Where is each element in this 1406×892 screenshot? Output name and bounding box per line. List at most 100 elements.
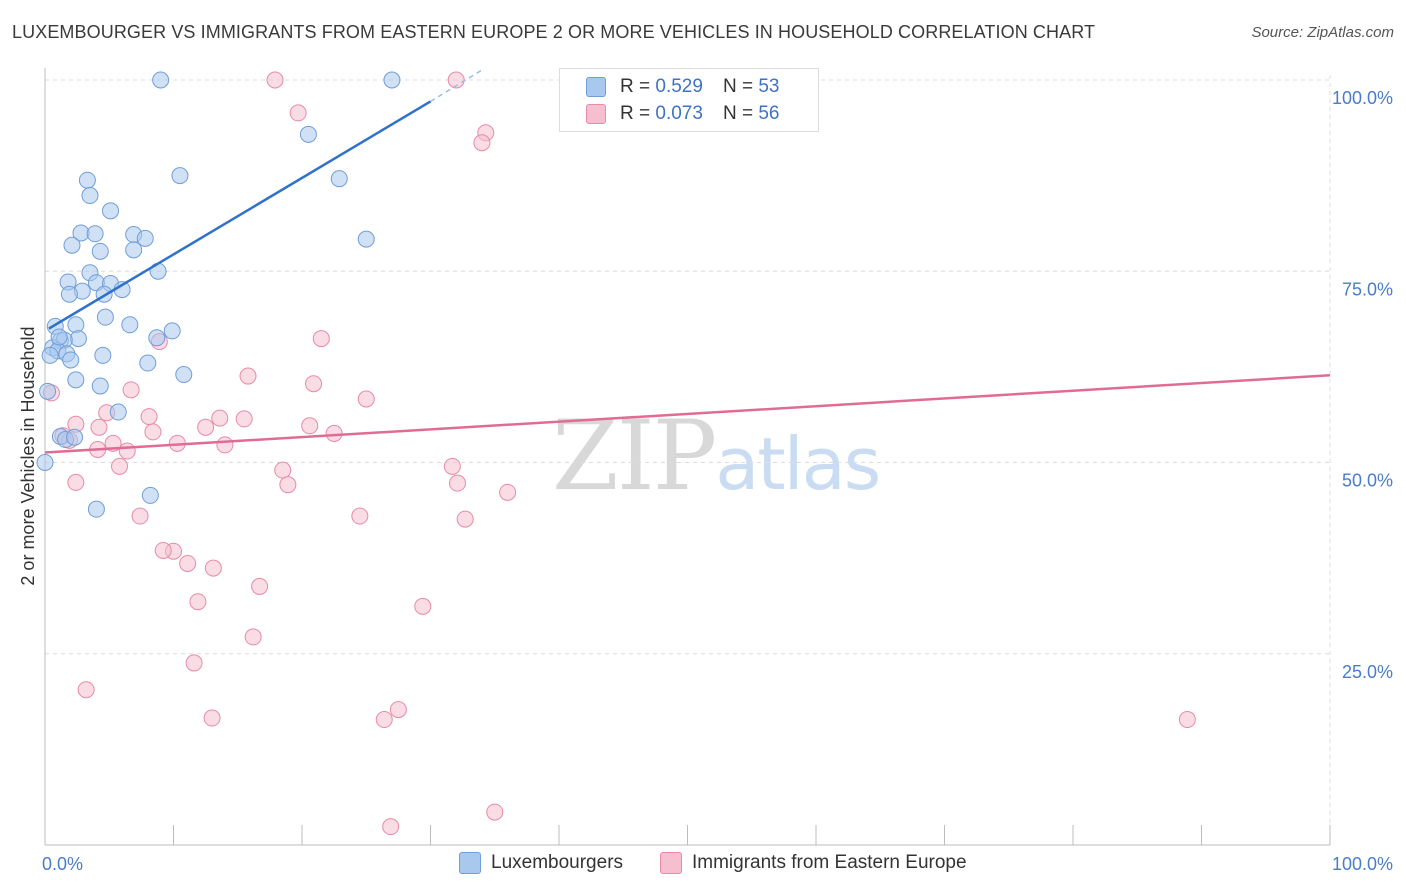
data-point-immigrants	[486, 803, 504, 821]
data-point-immigrants	[140, 408, 158, 426]
data-point-immigrants	[131, 507, 149, 525]
data-point-luxembourgers	[357, 230, 375, 248]
x-tick-label: 0.0%	[42, 854, 83, 874]
data-point-luxembourgers	[152, 71, 170, 89]
legend-swatch-luxembourgers	[459, 852, 481, 874]
data-point-luxembourgers	[330, 170, 348, 188]
data-point-luxembourgers	[125, 241, 143, 259]
trend-line-luxembourgers	[48, 100, 432, 330]
data-point-immigrants	[499, 483, 517, 501]
data-point-immigrants	[301, 417, 319, 435]
data-point-luxembourgers	[299, 125, 317, 143]
data-point-luxembourgers	[163, 322, 181, 340]
series-luxembourgers-points	[36, 71, 401, 518]
data-point-immigrants	[1178, 711, 1196, 729]
trend-lines	[44, 69, 1331, 454]
legend-r-label: R =	[620, 103, 651, 124]
data-point-immigrants	[279, 476, 297, 494]
y-axis-label: 2 or more Vehicles in Household	[18, 326, 38, 585]
data-point-immigrants	[189, 593, 207, 611]
data-point-immigrants	[443, 457, 461, 475]
data-point-luxembourgers	[41, 346, 59, 364]
data-point-luxembourgers	[91, 242, 109, 260]
data-point-immigrants	[90, 418, 108, 436]
y-tick-label: 75.0%	[1342, 279, 1393, 299]
data-point-immigrants	[266, 71, 284, 89]
data-point-luxembourgers	[50, 328, 68, 346]
data-point-immigrants	[351, 507, 369, 525]
tick-labels: 100.0% 75.0% 50.0% 25.0% 0.0% 100.0%	[42, 88, 1393, 874]
correlation-legend: R = 0.529 N = 53 R = 0.073 N = 56	[559, 68, 819, 132]
data-point-immigrants	[204, 559, 222, 577]
data-point-luxembourgers	[87, 500, 105, 518]
x-tick-label: 100.0%	[1332, 854, 1393, 874]
data-point-luxembourgers	[136, 229, 154, 247]
data-point-immigrants	[154, 541, 172, 559]
data-point-luxembourgers	[78, 171, 96, 189]
data-point-luxembourgers	[62, 351, 80, 369]
legend-row-luxembourgers: R = 0.529 N = 53	[586, 75, 779, 99]
legend-n-label: N =	[722, 103, 754, 124]
data-point-immigrants	[235, 410, 253, 428]
legend-swatch-blue	[586, 77, 606, 97]
data-point-luxembourgers	[63, 236, 81, 254]
data-point-luxembourgers	[66, 428, 84, 446]
series-immigrants-points	[42, 71, 1196, 836]
data-point-immigrants	[312, 330, 330, 348]
watermark-atlas: atlas	[715, 422, 881, 506]
data-point-luxembourgers	[69, 330, 87, 348]
data-point-immigrants	[203, 709, 221, 727]
data-point-luxembourgers	[121, 316, 139, 334]
data-point-immigrants	[289, 104, 307, 122]
data-point-immigrants	[67, 473, 85, 491]
legend-label-immigrants: Immigrants from Eastern Europe	[692, 852, 967, 873]
source-label: Source: ZipAtlas.com	[1251, 24, 1394, 41]
legend-r-label: R =	[620, 76, 651, 97]
data-point-luxembourgers	[102, 202, 120, 220]
data-point-immigrants	[382, 818, 400, 836]
data-point-immigrants	[179, 554, 197, 572]
data-point-luxembourgers	[171, 167, 189, 185]
data-point-luxembourgers	[94, 346, 112, 364]
data-point-luxembourgers	[141, 486, 159, 504]
data-point-immigrants	[274, 461, 292, 479]
data-point-immigrants	[122, 381, 140, 399]
legend-r-value: 0.529	[655, 76, 703, 97]
chart-title: LUXEMBOURGER VS IMMIGRANTS FROM EASTERN …	[12, 22, 1096, 42]
trend-line-luxembourgers-extension	[430, 69, 483, 103]
data-point-immigrants	[211, 409, 229, 427]
y-tick-label: 100.0%	[1332, 88, 1393, 108]
trend-line-immigrants	[44, 374, 1331, 454]
legend-item-immigrants: Immigrants from Eastern Europe	[660, 852, 967, 874]
data-point-immigrants	[456, 510, 474, 528]
axes	[44, 68, 1331, 846]
data-point-luxembourgers	[86, 225, 104, 243]
data-point-luxembourgers	[109, 403, 127, 421]
data-point-immigrants	[448, 474, 466, 492]
data-point-immigrants	[473, 134, 491, 152]
watermark-zip: ZIP	[552, 400, 717, 512]
data-point-luxembourgers	[81, 187, 99, 205]
data-point-luxembourgers	[60, 285, 78, 303]
series-legend: Luxembourgers Immigrants from Eastern Eu…	[0, 852, 1406, 878]
legend-row-immigrants: R = 0.073 N = 56	[586, 102, 779, 126]
data-point-luxembourgers	[383, 71, 401, 89]
data-point-luxembourgers	[36, 454, 54, 471]
data-point-immigrants	[77, 681, 95, 699]
y-tick-label: 25.0%	[1342, 662, 1393, 682]
data-point-immigrants	[244, 628, 262, 646]
data-point-immigrants	[414, 597, 432, 615]
data-point-luxembourgers	[39, 382, 57, 400]
y-tick-label: 50.0%	[1342, 471, 1393, 491]
legend-label-luxembourgers: Luxembourgers	[491, 852, 624, 873]
data-point-immigrants	[375, 711, 393, 729]
data-point-immigrants	[185, 654, 203, 672]
watermark: ZIPatlas	[552, 400, 881, 512]
data-point-luxembourgers	[175, 366, 193, 384]
legend-n-value: 56	[758, 103, 780, 124]
data-point-immigrants	[357, 390, 375, 408]
data-point-immigrants	[118, 442, 136, 460]
data-point-immigrants	[305, 375, 323, 393]
data-point-immigrants	[389, 701, 407, 719]
